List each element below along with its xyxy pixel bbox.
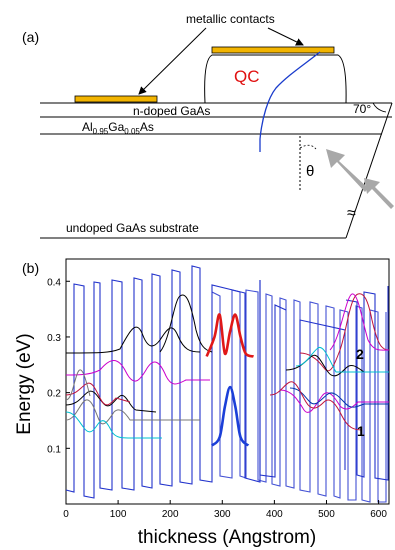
break-mark: ≈ [347, 205, 356, 222]
plot-frame [65, 258, 390, 505]
wf-red-right-lower [269, 381, 363, 431]
panel-a: (a) 70° metallic contacts QC n-doped GaA… [22, 12, 394, 239]
contacts-label: metallic contacts [186, 12, 275, 26]
band-right-partial [345, 286, 389, 481]
y-tick-label: 0.2 [47, 389, 61, 400]
wf-black-left-upper [65, 326, 201, 354]
x-tick-label: 600 [370, 509, 387, 520]
contacts-pointer-side [138, 27, 207, 95]
polished-facet [345, 102, 393, 239]
x-tick-label: 0 [63, 509, 69, 520]
substrate-label: undoped GaAs substrate [66, 221, 199, 235]
angle-label: 70° [353, 102, 371, 116]
x-tick-label: 400 [266, 509, 283, 520]
mode-profile-curve [259, 51, 321, 152]
state-1-label: 1 [357, 423, 365, 439]
other-wavefunctions [65, 293, 390, 439]
wf-cyan-left [65, 411, 162, 439]
contacts-pointer-top [267, 27, 304, 46]
qc-mesa [204, 54, 347, 104]
panel-b: (b) [14, 258, 390, 548]
state-2-wavefunction [205, 313, 254, 358]
wf-black-right [285, 354, 389, 377]
wf-black-peak-left [159, 294, 213, 353]
panel-a-label: (a) [22, 29, 39, 45]
theta-arc [299, 144, 317, 150]
band-center-left [259, 280, 287, 478]
y-axis-title: Energy (eV) [14, 333, 35, 434]
y-tick-label: 0.4 [47, 277, 61, 288]
algaas-label: Al0.95Ga0.05As [82, 120, 154, 136]
incident-light-arrow-1 [326, 149, 368, 192]
wf-gray-left-2 [65, 369, 91, 401]
angle-arc [372, 102, 387, 113]
state-1-wavefunction [210, 385, 250, 447]
wf-magenta-left [65, 360, 210, 385]
band-left [65, 265, 261, 499]
x-tick-label: 500 [318, 509, 335, 520]
wf-red-right-upper [299, 293, 390, 372]
side-metal-contact [74, 95, 158, 103]
state-2-label: 2 [356, 346, 364, 362]
incident-light-arrow-2 [364, 178, 394, 209]
x-tick-label: 100 [110, 509, 127, 520]
y-tick-label: 0.1 [47, 444, 61, 455]
top-metal-contact [211, 46, 335, 54]
panel-b-label: (b) [22, 260, 39, 276]
x-tick-label: 200 [162, 509, 179, 520]
y-tick-label: 0.3 [47, 333, 61, 344]
wf-blue-right [289, 387, 389, 408]
x-axis-ticks: 0 100 200 300 400 500 600 [63, 500, 387, 520]
wf-magenta-right-upper [329, 293, 390, 351]
conduction-band-profile [65, 265, 389, 503]
wf-magenta-right-lower [279, 389, 389, 413]
x-axis-title: thickness (Angstrom) [138, 527, 316, 548]
wf-red-left [65, 382, 131, 406]
wf-cyan-right [295, 346, 389, 373]
x-tick-label: 300 [214, 509, 231, 520]
y-axis-ticks: 0.1 0.2 0.3 0.4 [47, 277, 70, 455]
qc-label: QC [234, 67, 260, 86]
n-doped-label: n-doped GaAs [133, 104, 210, 118]
theta-label: θ [306, 163, 314, 180]
